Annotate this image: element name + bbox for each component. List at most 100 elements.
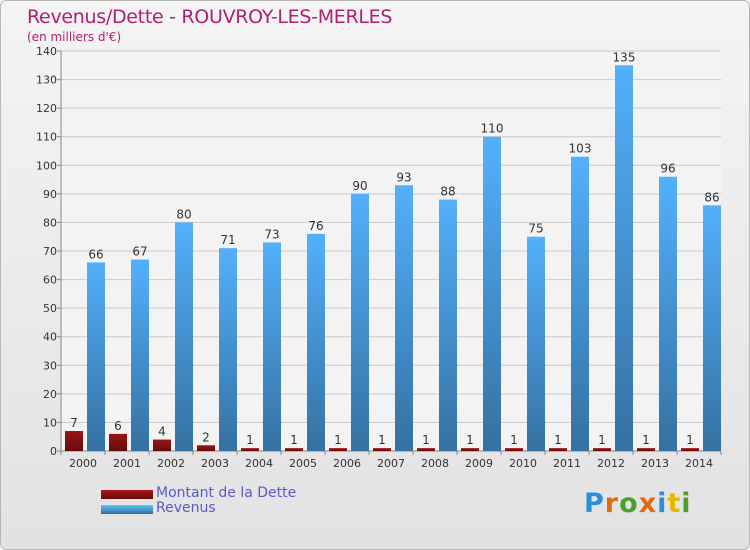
revenue-value-label: 76 [308,219,323,233]
revenue-bar [351,193,369,451]
revenue-bar [219,248,237,451]
revenue-value-label: 135 [613,50,636,64]
debt-value-label: 1 [510,433,518,447]
y-tick-label: 100 [36,159,57,172]
debt-bar [461,448,479,451]
chart-title: Revenus/Dette - ROUVROY-LES-MERLES [27,6,393,28]
revenue-value-label: 90 [352,179,367,193]
revenue-value-label: 88 [440,185,455,199]
debt-value-label: 1 [334,433,342,447]
y-tick-label: 120 [36,102,57,115]
debt-bar [285,448,303,451]
debt-value-label: 1 [554,433,562,447]
debt-value-label: 1 [378,433,386,447]
debt-value-label: 1 [466,433,474,447]
x-tick-label: 2012 [597,457,625,470]
legend-label-debt: Montant de la Dette [156,485,297,501]
revenue-bar [439,199,457,451]
debt-value-label: 7 [70,416,78,430]
x-tick-label: 2001 [113,457,141,470]
x-tick-label: 2010 [509,457,537,470]
legend-swatch-revenue [101,505,153,514]
x-tick-label: 2013 [641,457,669,470]
revenue-bar [131,259,149,451]
y-tick-label: 140 [36,45,57,58]
revenue-value-label: 66 [88,247,103,261]
revenue-bar [659,176,677,451]
y-tick-label: 0 [50,445,57,458]
x-tick-label: 2003 [201,457,229,470]
revenue-value-label: 86 [704,190,719,204]
logo-letter: r [604,488,620,519]
revenue-value-label: 71 [220,233,235,247]
x-tick-label: 2000 [69,457,97,470]
x-tick-label: 2011 [553,457,581,470]
logo-letter: P [584,488,605,519]
revenue-bar [527,236,545,451]
x-tick-label: 2004 [245,457,273,470]
y-tick-label: 40 [43,331,57,344]
debt-bar [109,433,127,451]
revenue-bar [615,65,633,452]
x-tick-label: 2005 [289,457,317,470]
debt-bar [681,448,699,451]
revenue-bar [307,233,325,451]
y-tick-label: 20 [43,388,57,401]
x-tick-label: 2002 [157,457,185,470]
debt-bar [65,431,83,451]
y-tick-label: 110 [36,131,57,144]
y-tick-label: 80 [43,216,57,229]
debt-bar [637,448,655,451]
proxiti-logo: Proxiti [584,488,692,519]
x-tick-label: 2006 [333,457,361,470]
debt-bar [593,448,611,451]
debt-bar [373,448,391,451]
debt-bar [241,448,259,451]
x-tick-label: 2007 [377,457,405,470]
debt-bar [417,448,435,451]
x-tick-label: 2009 [465,457,493,470]
debt-bar [153,439,171,451]
revenue-bar [395,185,413,452]
x-tick-label: 2008 [421,457,449,470]
revenue-value-label: 93 [396,170,411,184]
revenue-bar [483,136,501,451]
y-tick-label: 30 [43,359,57,372]
revenue-value-label: 110 [481,122,504,136]
logo-letter: t [667,488,682,519]
revenue-bar [571,156,589,451]
y-tick-label: 70 [43,245,57,258]
legend-swatch-debt [101,490,153,499]
debt-value-label: 6 [114,419,122,433]
revenue-value-label: 73 [264,227,279,241]
debt-bar [197,445,215,451]
chart-subtitle: (en milliers d'€) [27,30,122,44]
debt-bar [549,448,567,451]
logo-letter: i [681,488,692,519]
y-tick-label: 60 [43,274,57,287]
debt-value-label: 1 [422,433,430,447]
debt-value-label: 2 [202,430,210,444]
revenue-value-label: 75 [528,222,543,236]
x-tick-label: 2014 [685,457,713,470]
logo-letter: o [619,488,639,519]
debt-value-label: 1 [246,433,254,447]
debt-value-label: 1 [598,433,606,447]
y-tick-label: 90 [43,188,57,201]
debt-value-label: 4 [158,425,166,439]
y-tick-label: 130 [36,74,57,87]
revenue-bar [703,205,721,451]
debt-value-label: 1 [642,433,650,447]
y-tick-label: 10 [43,416,57,429]
revenue-value-label: 67 [132,245,147,259]
legend-label-revenue: Revenus [156,500,216,516]
debt-value-label: 1 [686,433,694,447]
y-tick-label: 50 [43,302,57,315]
revenue-bar [87,262,105,451]
debt-value-label: 1 [290,433,298,447]
logo-letter: i [657,488,668,519]
revenue-value-label: 96 [660,162,675,176]
revenue-value-label: 103 [569,142,592,156]
